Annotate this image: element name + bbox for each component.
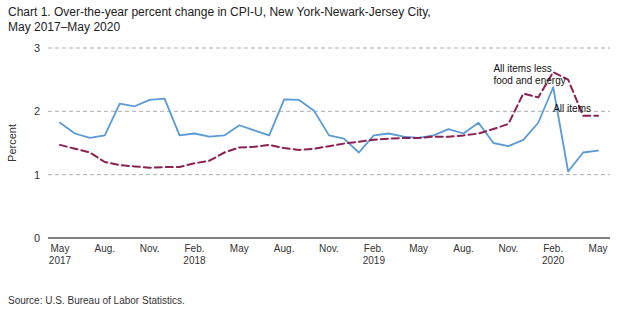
annotation: All items lessfood and energy [493, 63, 565, 86]
x-tick-label: Nov. [319, 243, 339, 254]
y-tick-label: 2 [34, 105, 40, 117]
x-tick-label-line: Aug. [453, 243, 474, 254]
y-tick-label: 1 [34, 169, 40, 181]
annotation-line: All items [553, 103, 591, 114]
title: Chart 1. Over-the-year percent change in… [8, 5, 431, 19]
x-tick-label-line: Aug. [95, 243, 116, 254]
x-tick-label-line: Feb. [543, 243, 563, 254]
source: Source: U.S. Bureau of Labor Statistics. [8, 295, 185, 306]
grid-line [48, 174, 610, 175]
x-tick-label: Aug. [95, 243, 116, 254]
x-tick-label: Feb.2019 [363, 243, 386, 266]
series-group [60, 72, 598, 171]
annotation-line: All items less [493, 63, 551, 74]
annotation: All items [553, 103, 591, 114]
x-tick-label-line: 2017 [49, 255, 72, 266]
x-tick-label: Aug. [274, 243, 295, 254]
x-tick-label: Feb.2018 [183, 243, 206, 266]
x-tick-label: Nov. [140, 243, 160, 254]
series-line [60, 87, 598, 171]
y-axis-label: Percent [6, 124, 18, 162]
x-tick-label-line: Nov. [498, 243, 518, 254]
x-tick-label: May [589, 243, 608, 254]
x-tick-label-line: Feb. [364, 243, 384, 254]
x-tick-label: Feb.2020 [542, 243, 565, 266]
x-tick-label-line: Nov. [319, 243, 339, 254]
chart: Chart 1. Over-the-year percent change in… [0, 0, 622, 312]
x-tick-label: May [409, 243, 428, 254]
x-tick-label-line: May [409, 243, 428, 254]
x-tick-label: Aug. [453, 243, 474, 254]
y-tick-label: 0 [34, 232, 40, 244]
x-tick-label: May2017 [49, 243, 72, 266]
x-tick-label-line: May [51, 243, 70, 254]
x-tick-label-line: Feb. [184, 243, 204, 254]
x-tick-label-line: 2018 [183, 255, 206, 266]
x-tick-label-line: Nov. [140, 243, 160, 254]
x-tick-label-line: 2020 [542, 255, 565, 266]
subtitle: May 2017–May 2020 [8, 20, 120, 34]
x-tick-label-line: May [230, 243, 249, 254]
x-tick-label: May [230, 243, 249, 254]
grid [48, 48, 610, 175]
grid-line [48, 111, 610, 112]
x-tick-label-line: Aug. [274, 243, 295, 254]
x-tick-label-line: 2019 [363, 255, 386, 266]
grid-line [48, 48, 610, 49]
x-tick-label: Nov. [498, 243, 518, 254]
series-line [60, 72, 598, 168]
x-axis-line [48, 238, 610, 239]
y-tick-label: 3 [34, 42, 40, 54]
x-tick-label-line: May [589, 243, 608, 254]
annotation-line: food and energy [493, 75, 565, 86]
